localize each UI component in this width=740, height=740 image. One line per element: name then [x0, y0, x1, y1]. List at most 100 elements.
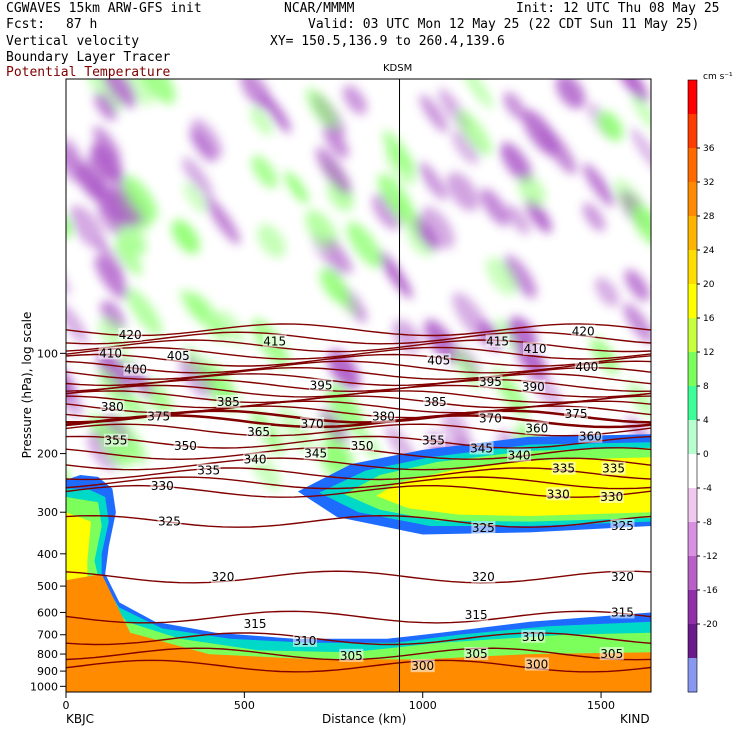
theta-label: 305	[340, 649, 363, 663]
colorbar-label: 20	[703, 280, 715, 290]
theta-label: 340	[244, 452, 267, 466]
y-tick-label: 900	[37, 665, 58, 678]
theta-label-bg	[564, 406, 589, 420]
updraft-blob	[257, 224, 286, 258]
downdraft-blob	[315, 147, 352, 195]
theta-label-bg	[146, 409, 171, 423]
colorbar-label: -4	[703, 484, 712, 494]
downdraft-blob	[419, 94, 448, 133]
theta-label-bg	[243, 452, 268, 466]
theta-label: 410	[99, 346, 122, 360]
colorbar-swatch	[688, 386, 697, 421]
theta-label: 315	[611, 605, 634, 619]
theta-label: 325	[611, 519, 634, 533]
downdraft-blob	[97, 205, 122, 236]
downdraft-blob	[342, 85, 368, 115]
theta-label-bg	[521, 629, 546, 643]
right-station-label: KIND	[620, 712, 650, 726]
updraft-blob	[284, 171, 309, 204]
updraft-blob	[86, 79, 124, 112]
colorbar-swatch	[688, 522, 697, 557]
theta-label-bg	[243, 617, 268, 631]
colorbar-swatch	[688, 556, 697, 591]
theta-contour	[66, 331, 651, 345]
theta-label-bg	[599, 647, 624, 661]
colorbar-label: 8	[703, 382, 709, 392]
colorbar-label: -12	[703, 552, 718, 562]
theta-label-bg	[578, 429, 603, 443]
downdraft-blob	[261, 92, 292, 133]
colorbar-label: 4	[703, 416, 709, 426]
updraft-blob	[325, 271, 358, 316]
updraft-blob	[323, 437, 345, 465]
downdraft-blob	[91, 142, 124, 185]
y-tick-label: 600	[37, 606, 58, 619]
theta-label: 350	[351, 439, 374, 453]
theta-label: 395	[479, 375, 502, 389]
downdraft-blob	[424, 319, 459, 364]
theta-label: 375	[565, 407, 588, 421]
theta-label: 345	[470, 441, 493, 455]
colorbar-swatch	[688, 80, 697, 115]
updraft-blob	[183, 182, 207, 214]
colorbar-swatch	[688, 488, 697, 523]
theta-label: 385	[217, 395, 240, 409]
theta-label-bg	[469, 441, 494, 455]
theta-label-bg	[471, 521, 496, 535]
theta-label-bg	[292, 633, 317, 647]
theta-label: 420	[119, 328, 142, 342]
downdraft-blob	[86, 153, 111, 183]
downdraft-blob	[500, 142, 533, 184]
colorbar-label: 32	[703, 178, 714, 188]
downdraft-blob	[614, 79, 649, 103]
theta-label-bg	[571, 324, 596, 338]
x-tick-label: 1500	[587, 699, 615, 712]
field-label-vertical-velocity: Vertical velocity	[6, 34, 140, 49]
theta-label-bg	[478, 411, 503, 425]
colorbar-label: -20	[703, 620, 718, 630]
theta-label: 385	[424, 395, 447, 409]
updraft-blob	[631, 93, 651, 131]
theta-label-bg	[464, 647, 489, 661]
updraft-blob	[171, 219, 200, 255]
theta-label: 315	[244, 617, 267, 631]
theta-label-bg	[471, 570, 496, 584]
tracer-orange-region	[66, 574, 651, 692]
theta-label: 380	[372, 410, 395, 424]
x-tick-label: 1000	[409, 699, 437, 712]
colorbar-swatch	[688, 352, 697, 387]
theta-label: 355	[422, 434, 445, 448]
colorbar-swatch	[688, 148, 697, 183]
x-tick-label: 500	[234, 699, 255, 712]
theta-label-bg	[523, 341, 548, 355]
theta-label: 420	[572, 325, 595, 339]
theta-label-bg	[339, 648, 364, 662]
theta-contour	[66, 390, 651, 404]
y-tick-label: 400	[37, 548, 58, 561]
downdraft-blob	[96, 238, 126, 278]
colorbar-swatch	[688, 182, 697, 217]
valid-time: Valid: 03 UTC Mon 12 May 25 (22 CDT Sun …	[308, 17, 700, 32]
updraft-blob	[114, 238, 143, 276]
downdraft-blob	[111, 183, 145, 225]
downdraft-blob	[503, 255, 537, 299]
theta-contour	[66, 366, 651, 380]
theta-label: 300	[525, 658, 548, 672]
theta-label: 405	[427, 353, 450, 367]
colorbar-label: 24	[703, 246, 715, 256]
downdraft-blob	[629, 127, 651, 173]
theta-label-bg	[300, 417, 325, 431]
theta-label-bg	[464, 607, 489, 621]
theta-label-bg	[574, 360, 599, 374]
theta-label-bg	[410, 659, 435, 673]
theta-label: 360	[579, 430, 602, 444]
theta-label: 320	[211, 570, 234, 584]
downdraft-blob	[205, 196, 241, 245]
boundary-layer-tracer-field	[66, 434, 651, 692]
left-station-label: KBJC	[66, 712, 95, 726]
downdraft-blob	[377, 250, 413, 299]
updraft-blob	[632, 205, 651, 247]
downdraft-blob	[372, 193, 402, 230]
theta-label-bg	[524, 657, 549, 671]
theta-contour	[66, 378, 651, 393]
